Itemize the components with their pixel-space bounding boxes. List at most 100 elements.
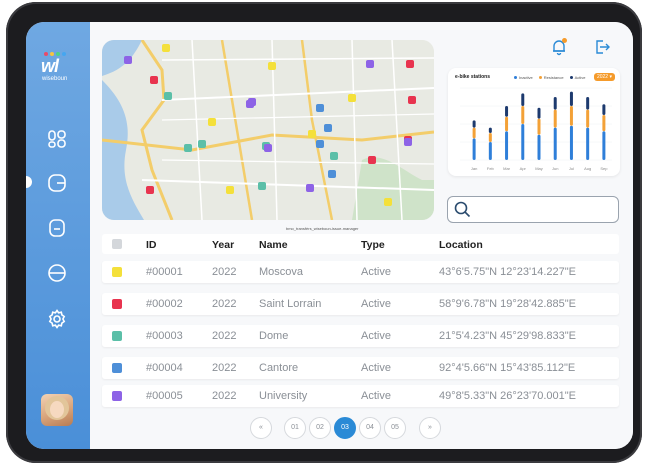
station-marker[interactable] [316,140,324,148]
station-marker[interactable] [408,96,416,104]
station-marker[interactable] [164,92,172,100]
search-box[interactable] [447,196,619,223]
bar-segment-active [569,91,573,106]
select-all-checkbox[interactable] [112,239,122,249]
chart-title: e-bike stations [455,74,491,80]
col-name[interactable]: Name [259,239,288,251]
avatar-face [50,401,64,418]
table-row[interactable]: #00003 2022 Dome Active 21°5'4.23"N 45°2… [102,325,619,347]
x-tick-label: May [535,166,543,171]
cell-type: Active [361,298,391,310]
cell-id: #00001 [146,266,183,278]
logout-button[interactable] [593,38,611,61]
station-marker[interactable] [368,156,376,164]
bar-segment-resistance [602,115,606,132]
cell-type: Active [361,330,391,342]
station-marker[interactable] [330,152,338,160]
pagination-page[interactable]: 02 [309,417,331,439]
station-marker[interactable] [384,198,392,206]
row-color-tag [112,363,122,373]
grid-icon [48,130,66,148]
sidebar-item-dashboard[interactable] [46,128,68,150]
sidebar-item-bikes[interactable] [46,217,68,239]
pagination-page[interactable]: 05 [384,417,406,439]
station-marker[interactable] [146,186,154,194]
station-marker[interactable] [308,130,316,138]
station-marker[interactable] [198,140,206,148]
station-marker[interactable] [150,76,158,84]
bar-segment-resistance [569,106,573,126]
sidebar-item-reports[interactable] [46,262,68,284]
bar-segment-inactive [586,127,590,160]
pagination-page-active[interactable]: 03 [334,417,356,439]
col-id[interactable]: ID [146,239,157,251]
col-year[interactable]: Year [212,239,235,251]
station-marker[interactable] [264,144,272,152]
search-icon [454,201,471,218]
x-tick-label: Sep [600,166,608,171]
bar-segment-active [505,106,509,117]
bar-segment-active [521,93,525,106]
cell-name: Saint Lorrain [259,298,322,310]
table-row[interactable]: #00002 2022 Saint Lorrain Active 58°9'6.… [102,293,619,315]
station-marker[interactable] [366,60,374,68]
table-row[interactable]: #00005 2022 University Active 49°8'5.33"… [102,385,619,407]
station-marker[interactable] [184,144,192,152]
user-avatar[interactable] [41,394,73,426]
sidebar-item-settings[interactable] [46,308,68,330]
station-marker[interactable] [258,182,266,190]
app-logo[interactable]: wl wiseboun [41,52,75,94]
x-tick-label: Jul [569,166,574,171]
station-marker[interactable] [124,56,132,64]
cell-type: Active [361,362,391,374]
row-color-tag [112,267,122,277]
logo-dot [62,52,66,56]
bar-segment-inactive [521,124,525,160]
sidebar-item-stations[interactable] [46,172,68,194]
logo-dots [44,52,75,56]
station-marker[interactable] [404,138,412,146]
station-marker[interactable] [316,104,324,112]
col-type[interactable]: Type [361,239,385,251]
pagination-next[interactable]: » [419,417,441,439]
year-dropdown[interactable]: 2022 ▾ [593,73,615,81]
cell-year: 2022 [212,298,237,310]
station-marker[interactable] [406,60,414,68]
bar-segment-active [537,107,541,119]
station-marker[interactable] [226,186,234,194]
col-location[interactable]: Location [439,239,483,251]
bar-segment-resistance [521,106,525,124]
station-marker[interactable] [246,100,254,108]
station-marker[interactable] [348,94,356,102]
station-marker[interactable] [268,62,276,70]
pagination-prev[interactable]: « [250,417,272,439]
stations-map[interactable] [102,40,434,220]
bar-segment-resistance [505,116,509,132]
x-tick-label: Mar [503,166,511,171]
station-marker[interactable] [162,44,170,52]
station-marker[interactable] [328,170,336,178]
pagination-page[interactable]: 01 [284,417,306,439]
station-marker[interactable] [324,124,332,132]
logo-wordmark: wiseboun [42,76,68,82]
station-marker[interactable] [208,118,216,126]
table-header: ID Year Name Type Location [102,234,619,254]
station-marker[interactable] [306,184,314,192]
search-input[interactable] [476,200,616,219]
cell-id: #00002 [146,298,183,310]
logout-icon [596,40,610,54]
x-tick-label: Apr [520,166,527,171]
sidebar-active-indicator [26,176,32,188]
logo-mark: wl [41,56,59,76]
table-row[interactable]: #00001 2022 Moscova Active 43°6'5.75"N 1… [102,261,619,283]
bar-segment-resistance [537,118,541,135]
table-row[interactable]: #00004 2022 Cantore Active 92°4'5.66"N 1… [102,357,619,379]
pagination-page[interactable]: 04 [359,417,381,439]
cell-location: 49°8'5.33"N 26°23'70.001"E [439,390,577,402]
notification-button[interactable] [550,38,568,61]
x-tick-label: Jan [471,166,477,171]
bar-segment-resistance [488,133,492,142]
row-color-tag [112,299,122,309]
cell-type: Active [361,266,391,278]
logo-dot [56,52,60,56]
